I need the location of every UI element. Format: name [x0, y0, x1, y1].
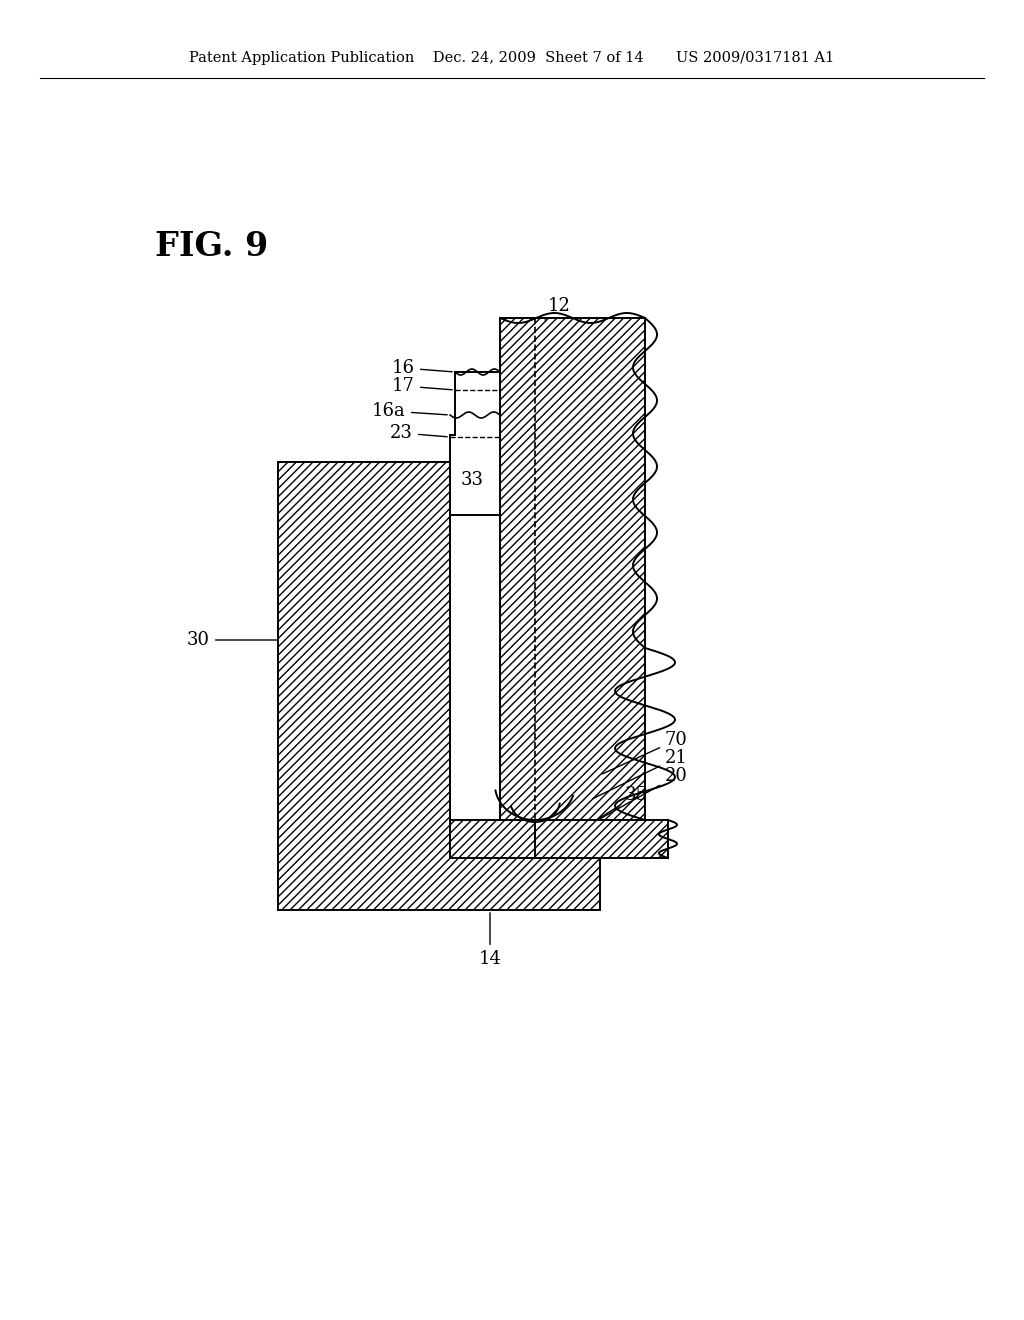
Text: 20: 20: [583, 767, 688, 829]
Text: Patent Application Publication    Dec. 24, 2009  Sheet 7 of 14       US 2009/031: Patent Application Publication Dec. 24, …: [189, 51, 835, 65]
Text: FIG. 9: FIG. 9: [155, 230, 268, 263]
Text: 17: 17: [392, 378, 453, 395]
Text: 16a: 16a: [373, 403, 447, 420]
Text: 14: 14: [478, 912, 502, 968]
Text: 21: 21: [593, 748, 688, 799]
Text: 70: 70: [602, 731, 688, 774]
Text: 16: 16: [392, 359, 453, 378]
Text: 30: 30: [187, 631, 278, 649]
Text: 35: 35: [548, 785, 648, 850]
Polygon shape: [500, 318, 645, 820]
Polygon shape: [278, 462, 600, 909]
Text: 33: 33: [461, 471, 483, 488]
Polygon shape: [450, 372, 500, 515]
Text: 23: 23: [390, 424, 447, 442]
Polygon shape: [450, 820, 668, 858]
Text: 12: 12: [545, 297, 570, 319]
